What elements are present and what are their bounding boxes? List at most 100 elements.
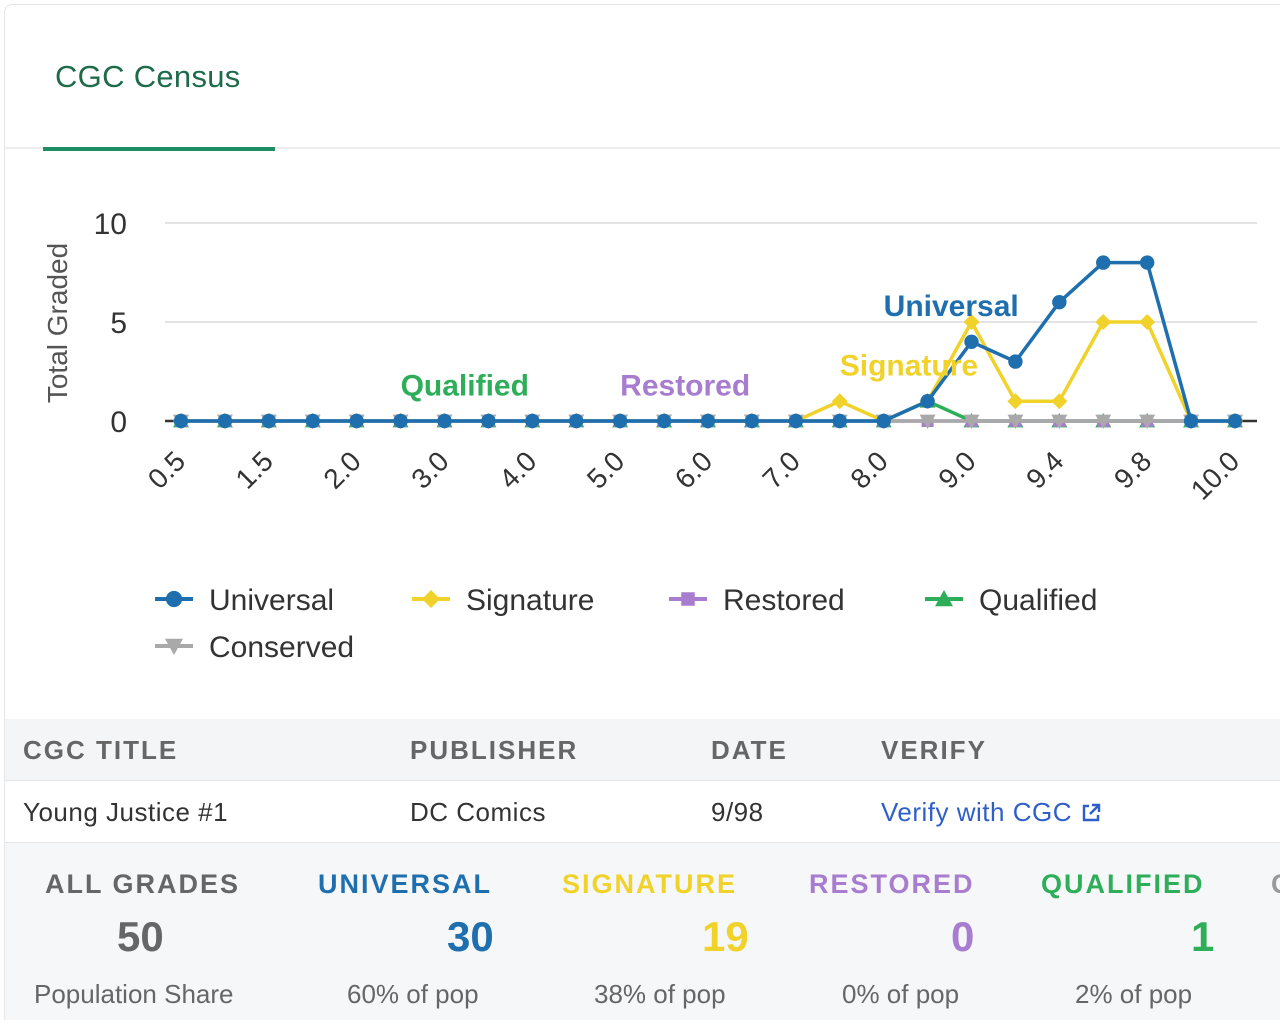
x-tick-label: 2.0 <box>317 445 366 494</box>
data-point-universal <box>920 394 935 409</box>
data-point-universal <box>437 413 452 429</box>
stat-label: ALL GRADES <box>45 869 241 899</box>
data-point-signature <box>1007 393 1024 410</box>
x-tick-label: 6.0 <box>669 445 718 494</box>
legend-marker-qualified <box>935 590 953 607</box>
data-point-universal <box>1183 413 1199 429</box>
stat-value: 30 <box>447 913 494 960</box>
stat-conserved-label-partial: C <box>1271 869 1280 900</box>
header-verify: VERIFY <box>881 735 987 765</box>
annotation-signature: Signature <box>840 349 978 382</box>
cell-date: 9/98 <box>711 797 764 827</box>
table-header: CGC TITLE PUBLISHER DATE VERIFY <box>5 719 1280 781</box>
stat-label: UNIVERSAL <box>318 869 493 899</box>
x-tick-label: 9.4 <box>1020 445 1069 494</box>
stat-label: SIGNATURE <box>562 869 738 899</box>
cell-title: Young Justice #1 <box>23 797 229 827</box>
data-point-universal <box>876 413 891 429</box>
legend-item-conserved[interactable]: Conserved <box>155 631 354 664</box>
stat-label: QUALIFIED <box>1041 869 1205 899</box>
data-point-universal <box>173 413 189 429</box>
stat-sub: 60% of pop <box>347 979 479 1009</box>
data-point-universal <box>393 413 408 429</box>
data-point-universal <box>481 413 496 429</box>
data-point-universal <box>1096 255 1111 270</box>
data-point-universal <box>217 413 233 429</box>
grade-stats: ALL GRADES 50 Population Share UNIVERSAL… <box>5 843 1280 1020</box>
y-tick-label: 5 <box>110 307 127 340</box>
tab-bar: CGC Census <box>5 5 1280 151</box>
legend-marker-restored <box>681 592 695 606</box>
tab-cgc-census[interactable]: CGC Census <box>43 59 275 151</box>
data-point-signature <box>1051 393 1068 410</box>
header-date: DATE <box>711 735 788 765</box>
legend-item-qualified[interactable]: Qualified <box>925 584 1097 617</box>
x-tick-label: 8.0 <box>844 445 893 494</box>
legend-marker-conserved <box>165 638 183 655</box>
x-tick-label: 0.5 <box>142 445 191 494</box>
data-point-universal <box>1227 413 1243 429</box>
data-point-universal <box>832 413 847 429</box>
data-point-signature <box>831 393 848 410</box>
annotation-universal: Universal <box>884 290 1019 323</box>
data-point-signature <box>963 314 980 330</box>
x-tick-label: 5.0 <box>581 445 630 494</box>
legend-label: Restored <box>723 584 845 617</box>
header-cgc-title: CGC TITLE <box>23 735 179 765</box>
y-tick-label: 0 <box>110 406 127 439</box>
verify-with-cgc-link[interactable]: Verify with CGC <box>881 797 1102 831</box>
verify-link-label: Verify with CGC <box>881 797 1072 827</box>
data-point-conserved <box>963 414 980 429</box>
data-point-universal <box>261 413 277 429</box>
data-point-universal <box>1139 255 1155 270</box>
x-tick-label: 7.0 <box>757 445 806 494</box>
data-point-conserved <box>1139 414 1156 429</box>
legend-label: Signature <box>466 584 594 617</box>
cell-publisher: DC Comics <box>410 797 546 827</box>
legend-item-restored[interactable]: Restored <box>669 584 845 617</box>
annotation-restored: Restored <box>620 369 750 402</box>
header-publisher: PUBLISHER <box>410 735 579 765</box>
legend-item-universal[interactable]: Universal <box>155 584 334 617</box>
data-point-universal <box>744 413 760 429</box>
active-tab-indicator <box>43 147 275 151</box>
data-point-conserved <box>1007 414 1024 429</box>
stat-sub: 38% of pop <box>594 979 726 1009</box>
legend-item-signature[interactable]: Signature <box>412 584 594 617</box>
x-tick-label: 1.5 <box>230 445 279 494</box>
x-tick-label: 3.0 <box>405 445 454 494</box>
data-point-universal <box>1052 295 1067 310</box>
annotation-qualified: Qualified <box>401 369 529 402</box>
table-row: Young Justice #1 DC Comics 9/98 Verify w… <box>5 781 1280 843</box>
data-point-conserved <box>1051 414 1068 429</box>
x-tick-label: 4.0 <box>493 445 542 494</box>
x-tick-label: 10.0 <box>1185 445 1245 505</box>
data-point-universal <box>656 413 672 429</box>
data-point-universal <box>1008 354 1023 369</box>
legend-marker-universal <box>165 590 183 608</box>
data-point-universal <box>964 334 979 349</box>
stat-label: RESTORED <box>809 869 975 899</box>
x-tick-label: 9.8 <box>1108 445 1157 494</box>
stat-sub: 0% of pop <box>842 979 960 1009</box>
census-card: CGC Census 0 5 10 Total Graded 0.5 1.5 2.0 3.0 4… <box>4 4 1280 1020</box>
legend-label: Qualified <box>979 584 1097 617</box>
stat-sub: 2% of pop <box>1075 979 1193 1009</box>
data-point-universal <box>525 413 540 429</box>
stat-value: 1 <box>1191 913 1215 960</box>
x-tick-label: 9.0 <box>932 445 981 494</box>
data-point-universal <box>788 413 804 429</box>
data-point-universal <box>612 413 628 429</box>
tab-label: CGC Census <box>55 59 241 94</box>
external-link-icon <box>1080 800 1102 831</box>
data-point-universal <box>349 413 364 429</box>
data-point-universal <box>700 413 716 429</box>
census-chart: 0 5 10 Total Graded 0.5 1.5 2.0 3.0 4.0 5.0 6.0 7.0… <box>42 208 1257 664</box>
legend-label: Universal <box>209 584 334 617</box>
y-tick-label: 10 <box>94 208 127 241</box>
stat-value: 0 <box>951 913 975 960</box>
data-point-conserved <box>919 414 936 429</box>
data-point-universal <box>569 413 584 429</box>
data-point-signature <box>1139 314 1156 330</box>
y-axis-label: Total Graded <box>42 243 73 403</box>
